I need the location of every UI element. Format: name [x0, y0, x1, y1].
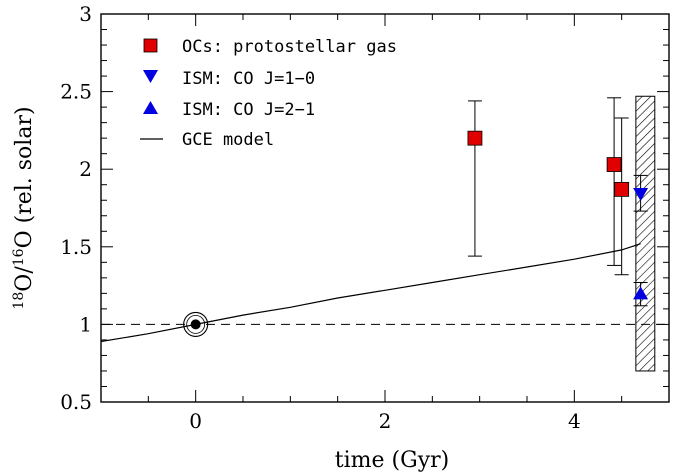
- x-tick-label: 0: [189, 409, 202, 433]
- y-axis-title-mass-16: 16: [11, 248, 27, 266]
- y-tick-label: 1: [79, 312, 92, 336]
- axis-tick-labels: 0 2 4 0.5 1 1.5 2 2.5 3: [60, 2, 581, 433]
- legend: OCs: protostellar gas ISM: CO J=1−0 ISM:…: [140, 37, 397, 150]
- legend-square-marker: [143, 38, 158, 53]
- legend-triangle-down-marker: [143, 70, 158, 83]
- legend-label-co-2-1: ISM: CO J=2−1: [182, 100, 315, 120]
- y-axis-title: 18O/16O (rel. solar): [11, 106, 37, 309]
- x-tick-label: 4: [568, 409, 581, 433]
- sun-inner-ring: [186, 314, 206, 334]
- y-axis-title-unit: (rel. solar): [12, 106, 37, 230]
- square-marker: [606, 157, 622, 172]
- sun-marker: [183, 311, 209, 337]
- triangle-down-marker: [633, 188, 649, 202]
- y-tick-label: 3: [79, 2, 92, 26]
- triangle-up-marker: [633, 286, 649, 300]
- error-bars: [467, 97, 648, 307]
- legend-triangle-up-marker: [143, 101, 158, 114]
- y-tick-label: 2.5: [60, 80, 92, 104]
- sun-outer-ring: [183, 311, 209, 337]
- y-tick-label: 1.5: [60, 235, 92, 259]
- x-axis-title: time (Gyr): [335, 448, 449, 473]
- data-markers: [467, 130, 649, 300]
- y-axis-title-mass-18: 18: [11, 292, 27, 310]
- legend-label-ocs: OCs: protostellar gas: [182, 37, 397, 57]
- y-axis-title-element-o2: O: [12, 230, 37, 248]
- sun-dot: [190, 319, 201, 330]
- square-marker: [614, 181, 630, 197]
- legend-label-gce: GCE model: [182, 130, 274, 150]
- legend-label-co-1-0: ISM: CO J=1−0: [182, 69, 315, 89]
- axis-ticks: [101, 14, 669, 402]
- y-axis-title-element-o: O/: [12, 266, 37, 292]
- x-tick-label: 2: [379, 409, 392, 433]
- hatched-band: [635, 95, 656, 372]
- gce-model-line: [101, 243, 641, 343]
- y-tick-label: 0.5: [60, 390, 92, 414]
- y-tick-label: 2: [79, 157, 92, 181]
- square-marker: [467, 130, 483, 146]
